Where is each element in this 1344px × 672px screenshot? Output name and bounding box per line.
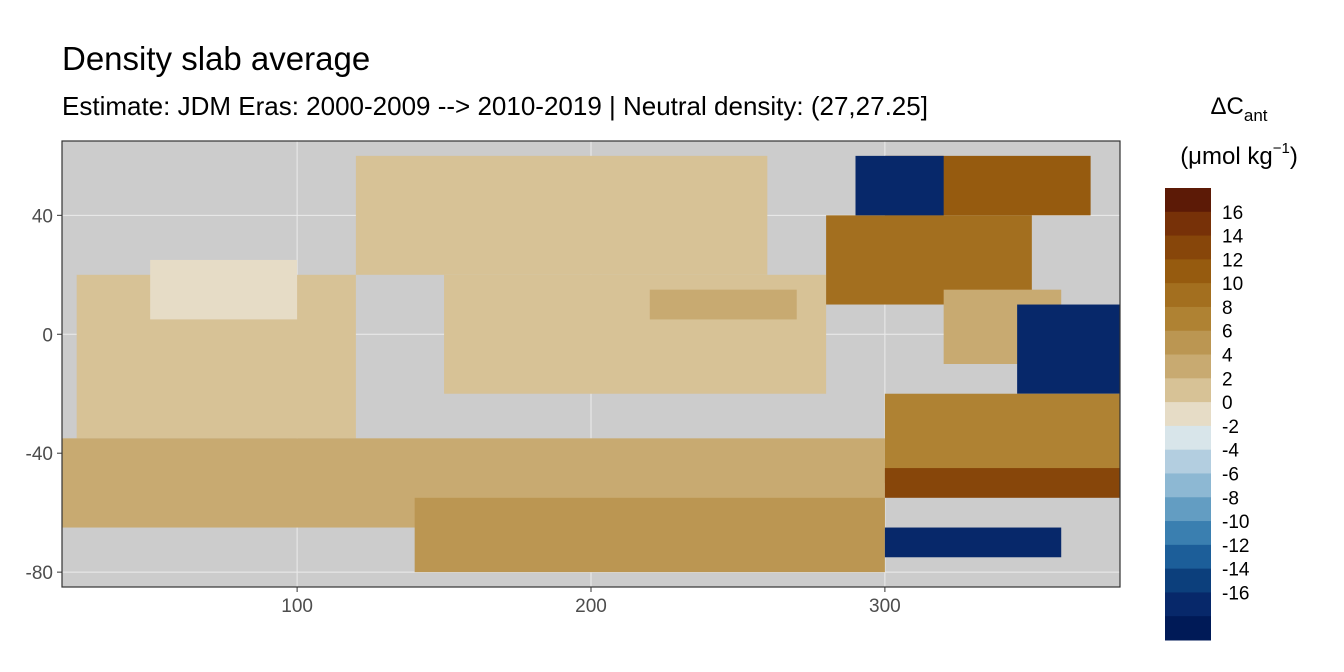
legend-swatch <box>1165 402 1211 427</box>
legend-label: -6 <box>1222 464 1239 485</box>
legend-swatch <box>1165 259 1211 284</box>
legend-colorbar <box>1165 188 1211 641</box>
legend-label: -12 <box>1222 536 1249 557</box>
legend-label: 8 <box>1222 298 1233 319</box>
legend-label: -8 <box>1222 488 1239 509</box>
heatmap-region <box>355 155 768 275</box>
plot-panel <box>61 140 1121 588</box>
heatmap-region <box>884 527 1062 558</box>
heatmap-region <box>1017 304 1120 394</box>
legend-swatch <box>1165 235 1211 260</box>
legend-swatch <box>1165 497 1211 522</box>
legend-swatch <box>1165 449 1211 474</box>
chart-title: Density slab average <box>62 40 371 77</box>
legend-label: 6 <box>1222 322 1233 343</box>
legend-label: 16 <box>1222 203 1243 224</box>
legend-swatch <box>1165 330 1211 356</box>
legend-title-line1: ΔCant <box>1210 93 1267 125</box>
y-tick-label: 40 <box>32 206 53 227</box>
heatmap-region <box>855 155 944 216</box>
legend-label: 14 <box>1222 227 1244 248</box>
heatmap-region <box>150 259 298 320</box>
heatmap-region <box>649 289 797 320</box>
legend-swatch <box>1165 283 1211 308</box>
legend-label: 4 <box>1222 346 1233 367</box>
legend-label: 12 <box>1222 250 1243 271</box>
legend-swatch <box>1165 354 1211 379</box>
chart-subtitle: Estimate: JDM Eras: 2000-2009 --> 2010-2… <box>62 91 928 121</box>
heatmap-region <box>884 468 1120 498</box>
legend-title-line2: (μmol kg−1) <box>1180 140 1298 170</box>
y-tick-label: 0 <box>42 325 53 346</box>
legend-label: 2 <box>1222 369 1233 390</box>
x-tick-label: 100 <box>281 596 313 617</box>
legend-label: 10 <box>1222 274 1243 295</box>
legend-swatch <box>1165 592 1211 617</box>
legend-swatch <box>1165 211 1211 237</box>
legend-swatch <box>1165 306 1211 332</box>
y-tick-label: -40 <box>26 444 53 465</box>
legend-swatch <box>1165 378 1211 403</box>
legend-swatch <box>1165 616 1211 641</box>
legend-label: -16 <box>1222 583 1249 604</box>
legend-swatch <box>1165 473 1211 498</box>
heatmap-region <box>414 497 885 573</box>
legend-swatch <box>1165 568 1211 593</box>
legend-label: -2 <box>1222 417 1239 438</box>
x-tick-label: 200 <box>575 596 607 617</box>
legend-swatch <box>1165 425 1211 451</box>
x-tick-label: 300 <box>869 596 901 617</box>
legend-label: 0 <box>1222 393 1233 414</box>
legend-swatch <box>1165 188 1211 213</box>
legend-label: -4 <box>1222 441 1239 462</box>
legend-label: -14 <box>1222 560 1250 581</box>
y-tick-label: -80 <box>26 563 53 584</box>
legend-swatch <box>1165 521 1211 546</box>
legend-label: -10 <box>1222 512 1249 533</box>
legend-swatch <box>1165 544 1211 570</box>
